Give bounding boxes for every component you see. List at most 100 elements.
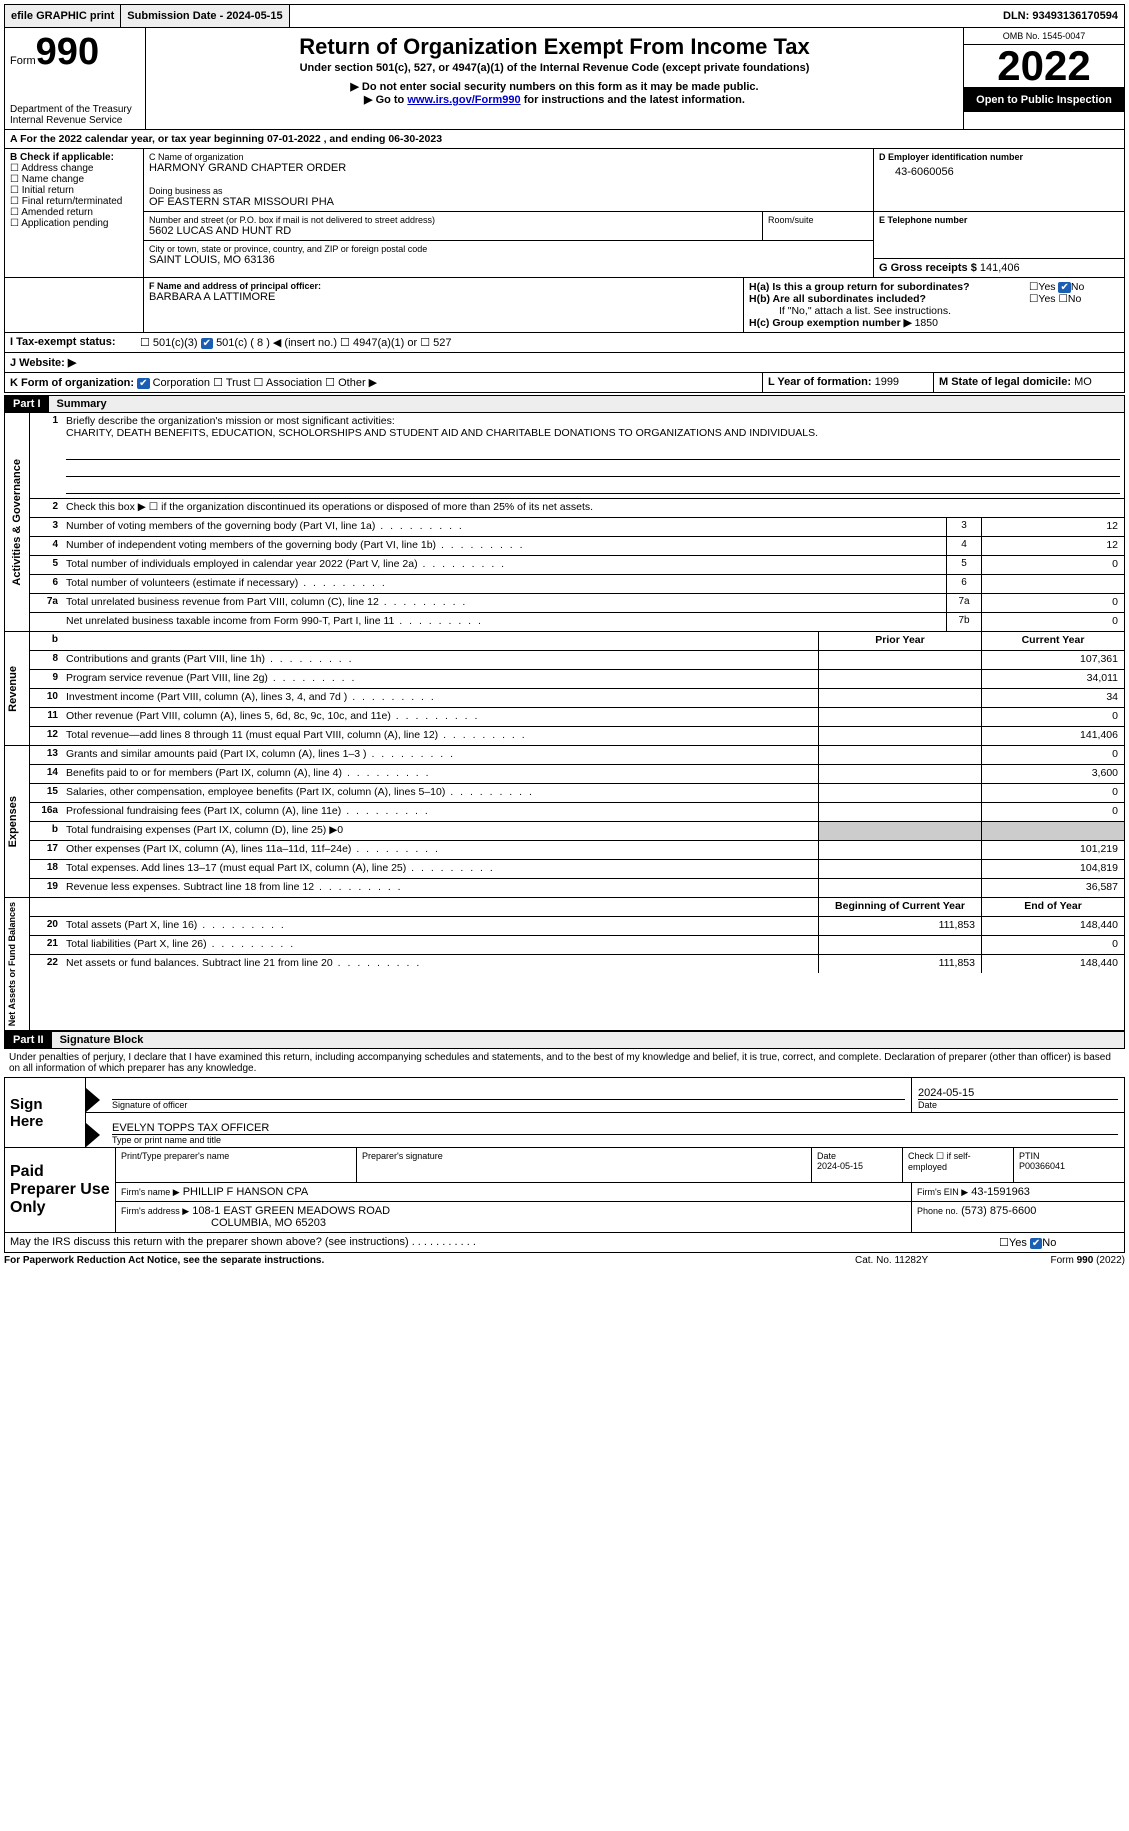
revenue-section: Revenue b Prior Year Current Year 8Contr…	[4, 632, 1125, 746]
firm-name: PHILLIP F HANSON CPA	[183, 1186, 309, 1198]
b-amended[interactable]: ☐ Amended return	[10, 207, 138, 218]
group-exemption: 1850	[915, 317, 938, 329]
state-domicile: MO	[1074, 376, 1092, 388]
rev-label: Revenue	[5, 662, 21, 716]
dba-name: OF EASTERN STAR MISSOURI PHA	[149, 196, 868, 208]
form-label: Form	[10, 55, 36, 67]
form-number: 990	[36, 31, 99, 73]
dept-treasury: Department of the Treasury	[10, 104, 140, 115]
e-label: E Telephone number	[879, 215, 1119, 225]
table-row: bTotal fundraising expenses (Part IX, co…	[30, 822, 1124, 841]
table-row: 16aProfessional fundraising fees (Part I…	[30, 803, 1124, 822]
officer-printed-name: EVELYN TOPPS TAX OFFICER	[112, 1122, 1118, 1134]
city-label: City or town, state or province, country…	[149, 244, 868, 254]
ha-label: H(a) Is this a group return for subordin…	[749, 281, 970, 293]
sig-date-label: Date	[918, 1099, 1118, 1110]
tax-year: 2022	[964, 45, 1124, 88]
note2-post: for instructions and the latest informat…	[521, 94, 745, 106]
b-title: B Check if applicable:	[10, 152, 138, 163]
paid-preparer-label: Paid Preparer Use Only	[5, 1148, 116, 1232]
entity-block: B Check if applicable: ☐ Address change …	[4, 149, 1125, 278]
form-header: Form990 Department of the Treasury Inter…	[4, 28, 1125, 130]
city: SAINT LOUIS, MO 63136	[149, 254, 868, 266]
g-label: G Gross receipts $	[879, 262, 977, 274]
table-row: 21Total liabilities (Part X, line 26)0	[30, 936, 1124, 955]
net-label: Net Assets or Fund Balances	[5, 898, 19, 1030]
exp-label: Expenses	[5, 792, 21, 851]
penalties-text: Under penalties of perjury, I declare th…	[4, 1049, 1125, 1077]
open-inspection: Open to Public Inspection	[964, 88, 1124, 112]
paid-preparer-block: Paid Preparer Use Only Print/Type prepar…	[4, 1148, 1125, 1233]
form-subtitle: Under section 501(c), 527, or 4947(a)(1)…	[150, 62, 959, 74]
sign-here-label: Sign Here	[5, 1078, 86, 1147]
self-employed-check[interactable]: Check ☐ if self-employed	[903, 1148, 1014, 1182]
type-name-label: Type or print name and title	[112, 1134, 1118, 1145]
ein: 43-6060056	[879, 166, 1119, 178]
org-name: HARMONY GRAND CHAPTER ORDER	[149, 162, 868, 174]
topbar-spacer	[290, 5, 997, 27]
discuss-row: May the IRS discuss this return with the…	[4, 1233, 1125, 1253]
sig-date: 2024-05-15	[918, 1087, 1118, 1099]
sig-arrow-icon-2	[86, 1123, 100, 1147]
table-row: Net unrelated business taxable income fr…	[30, 613, 1124, 631]
dln: DLN: 93493136170594	[997, 5, 1124, 27]
form-title: Return of Organization Exempt From Incom…	[150, 34, 959, 60]
hdr-end: End of Year	[981, 898, 1124, 916]
table-row: 11Other revenue (Part VIII, column (A), …	[30, 708, 1124, 727]
part1-title: Summary	[49, 398, 107, 410]
hdr-prior: Prior Year	[818, 632, 981, 650]
sig-arrow-icon	[86, 1088, 100, 1112]
hdr-curr: Current Year	[981, 632, 1124, 650]
prep-sig-label: Preparer's signature	[357, 1148, 812, 1182]
hdr-beginning: Beginning of Current Year	[818, 898, 981, 916]
irs-label: Internal Revenue Service	[10, 115, 140, 126]
top-bar: efile GRAPHIC print Submission Date - 20…	[4, 4, 1125, 28]
brief-label: Briefly describe the organization's miss…	[66, 415, 395, 427]
dba-label: Doing business as	[149, 186, 868, 196]
part1-body: Activities & Governance 1 Briefly descri…	[4, 413, 1125, 632]
table-row: 17Other expenses (Part IX, column (A), l…	[30, 841, 1124, 860]
f-label: F Name and address of principal officer:	[149, 281, 738, 291]
hc-label: H(c) Group exemption number ▶	[749, 317, 912, 329]
line-klm: K Form of organization: ✔ Corporation ☐ …	[4, 373, 1125, 393]
b-app-pending[interactable]: ☐ Application pending	[10, 218, 138, 229]
table-row: 19Revenue less expenses. Subtract line 1…	[30, 879, 1124, 897]
table-row: 10Investment income (Part VIII, column (…	[30, 689, 1124, 708]
b-final-return[interactable]: ☐ Final return/terminated	[10, 196, 138, 207]
note2-pre: ▶ Go to	[364, 94, 407, 106]
b-name-change[interactable]: ☐ Name change	[10, 174, 138, 185]
sign-here-block: Sign Here Signature of officer 2024-05-1…	[4, 1077, 1125, 1148]
b-address-change[interactable]: ☐ Address change	[10, 163, 138, 174]
hb-label: H(b) Are all subordinates included?	[749, 293, 926, 305]
f-h-block: F Name and address of principal officer:…	[4, 278, 1125, 333]
b-initial-return[interactable]: ☐ Initial return	[10, 185, 138, 196]
net-assets-section: Net Assets or Fund Balances Beginning of…	[4, 898, 1125, 1031]
firm-phone: (573) 875-6600	[961, 1205, 1036, 1217]
gov-label: Activities & Governance	[9, 455, 25, 590]
firm-ein: 43-1591963	[971, 1186, 1030, 1198]
table-row: 15Salaries, other compensation, employee…	[30, 784, 1124, 803]
table-row: 5Total number of individuals employed in…	[30, 556, 1124, 575]
table-row: 4Number of independent voting members of…	[30, 537, 1124, 556]
room-label: Room/suite	[768, 215, 868, 225]
prep-name-label: Print/Type preparer's name	[116, 1148, 357, 1182]
part2-title: Signature Block	[52, 1034, 144, 1046]
table-row: 14Benefits paid to or for members (Part …	[30, 765, 1124, 784]
table-row: 18Total expenses. Add lines 13–17 (must …	[30, 860, 1124, 879]
irs-link[interactable]: www.irs.gov/Form990	[407, 94, 520, 106]
table-row: 22Net assets or fund balances. Subtract …	[30, 955, 1124, 973]
footer-right: Form 990 (2022)	[1005, 1255, 1125, 1266]
table-row: 8Contributions and grants (Part VIII, li…	[30, 651, 1124, 670]
footer-left: For Paperwork Reduction Act Notice, see …	[4, 1255, 855, 1266]
year-formation: 1999	[875, 376, 899, 388]
footer: For Paperwork Reduction Act Notice, see …	[4, 1255, 1125, 1266]
sig-officer-label: Signature of officer	[112, 1099, 905, 1110]
cat-no: Cat. No. 11282Y	[855, 1255, 1005, 1266]
expenses-section: Expenses 13Grants and similar amounts pa…	[4, 746, 1125, 898]
gross-receipts: 141,406	[980, 262, 1020, 274]
efile-print-button[interactable]: efile GRAPHIC print	[5, 5, 121, 27]
officer-name: BARBARA A LATTIMORE	[149, 291, 738, 303]
line-2: Check this box ▶ ☐ if the organization d…	[62, 499, 1124, 517]
form-note1: ▶ Do not enter social security numbers o…	[150, 80, 959, 93]
table-row: 9Program service revenue (Part VIII, lin…	[30, 670, 1124, 689]
